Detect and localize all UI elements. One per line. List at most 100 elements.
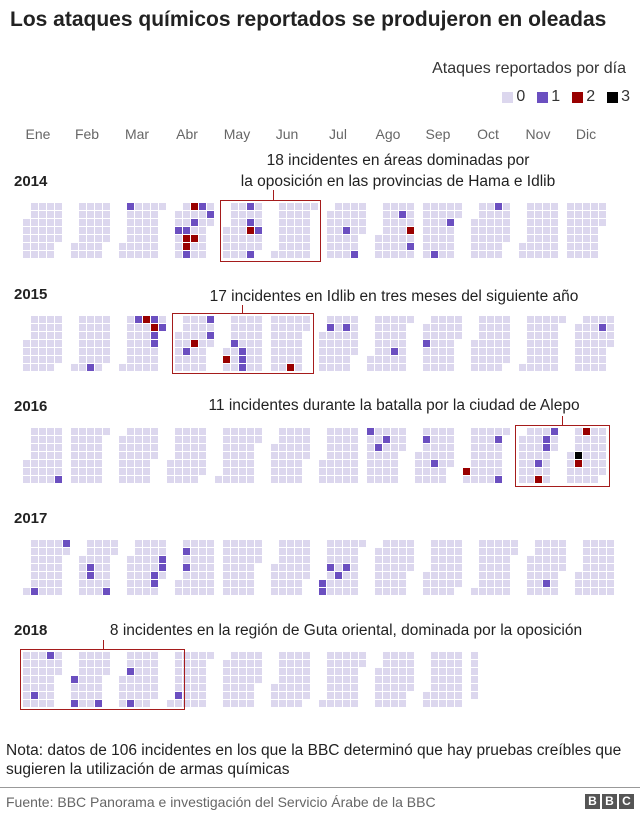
day-cell [423, 211, 430, 218]
day-cell [279, 652, 286, 659]
day-cell [487, 468, 494, 475]
day-cell [543, 468, 550, 475]
day-cell [279, 476, 286, 483]
day-cell [383, 428, 390, 435]
day-cell [175, 476, 182, 483]
day-cell [471, 444, 478, 451]
day-cell [343, 436, 350, 443]
day-cell [143, 540, 150, 547]
day-cell [55, 219, 62, 226]
day-cell [135, 668, 142, 675]
day-cell [375, 476, 382, 483]
day-cell [287, 660, 294, 667]
day-cell [95, 364, 102, 371]
day-cell [295, 452, 302, 459]
day-cell [239, 588, 246, 595]
day-cell [383, 251, 390, 258]
day-cell [455, 700, 462, 707]
day-cell [295, 243, 302, 250]
day-cell [103, 219, 110, 226]
day-cell [527, 364, 534, 371]
day-cell [503, 572, 510, 579]
day-cell [391, 468, 398, 475]
day-cell [439, 572, 446, 579]
day-cell [191, 436, 198, 443]
day-cell [407, 540, 414, 547]
day-cell [207, 564, 214, 571]
day-cell [199, 684, 206, 691]
day-cell [95, 227, 102, 234]
day-cell [135, 548, 142, 555]
day-cell [527, 588, 534, 595]
day-cell [375, 564, 382, 571]
day-cell [55, 660, 62, 667]
legend-swatch [607, 91, 619, 103]
day-cell [191, 428, 198, 435]
day-cell [335, 340, 342, 347]
day-cell [39, 251, 46, 258]
day-cell [335, 700, 342, 707]
day-cell [295, 316, 302, 323]
day-cell [447, 356, 454, 363]
day-cell [175, 468, 182, 475]
day-cell [87, 588, 94, 595]
day-cell [439, 340, 446, 347]
day-cell [551, 348, 558, 355]
day-cell [183, 235, 190, 242]
day-cell [383, 460, 390, 467]
day-cell [551, 227, 558, 234]
day-cell [375, 332, 382, 339]
day-cell [519, 476, 526, 483]
day-cell [439, 548, 446, 555]
day-cell [151, 211, 158, 218]
day-cell [119, 684, 126, 691]
day-cell [343, 203, 350, 210]
day-cell [479, 476, 486, 483]
day-cell [223, 468, 230, 475]
day-cell [399, 340, 406, 347]
day-cell [359, 227, 366, 234]
day-cell [127, 428, 134, 435]
day-cell [95, 452, 102, 459]
day-cell [175, 251, 182, 258]
day-cell [103, 572, 110, 579]
day-cell [79, 444, 86, 451]
day-cell [223, 364, 230, 371]
day-cell [239, 211, 246, 218]
day-cell [535, 251, 542, 258]
day-cell [287, 203, 294, 210]
day-cell [295, 564, 302, 571]
day-cell [559, 540, 566, 547]
day-cell [127, 588, 134, 595]
day-cell [575, 211, 582, 218]
day-cell [343, 572, 350, 579]
day-cell [351, 684, 358, 691]
day-cell [231, 356, 238, 363]
day-cell [607, 324, 614, 331]
day-cell [327, 428, 334, 435]
day-cell [583, 468, 590, 475]
day-cell [239, 548, 246, 555]
day-cell [495, 356, 502, 363]
day-cell [31, 676, 38, 683]
day-cell [175, 436, 182, 443]
day-cell [391, 203, 398, 210]
day-cell [303, 668, 310, 675]
day-cell [223, 436, 230, 443]
day-cell [55, 348, 62, 355]
day-cell [399, 572, 406, 579]
day-cell [303, 227, 310, 234]
day-cell [231, 444, 238, 451]
day-cell [439, 428, 446, 435]
day-cell [583, 316, 590, 323]
day-cell [503, 219, 510, 226]
day-cell [39, 684, 46, 691]
day-cell [431, 219, 438, 226]
day-cell [335, 436, 342, 443]
day-cell [447, 556, 454, 563]
day-cell [431, 684, 438, 691]
day-cell [79, 556, 86, 563]
day-cell [431, 316, 438, 323]
day-cell [319, 700, 326, 707]
day-cell [295, 364, 302, 371]
